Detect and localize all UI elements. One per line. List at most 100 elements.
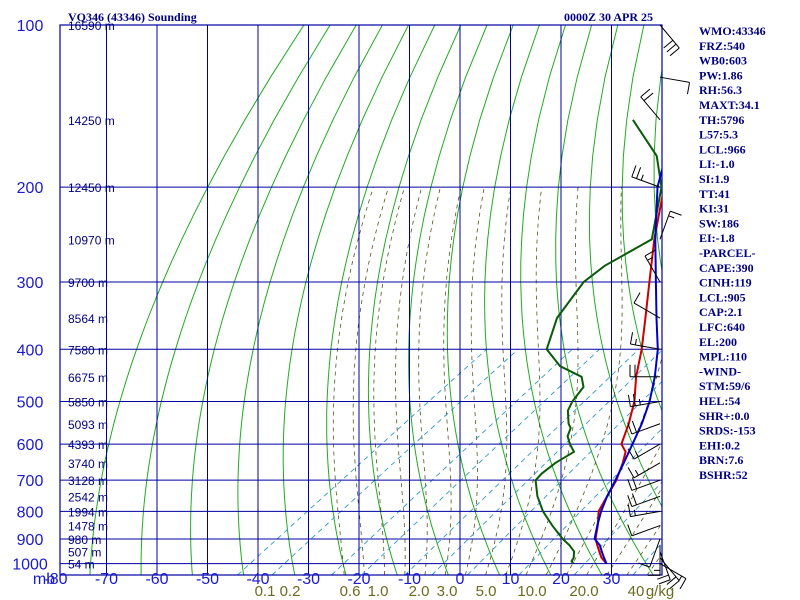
dry-adiabat-line (653, 67, 662, 274)
index-row: EI:-1.8 (699, 231, 735, 245)
index-row: L57:5.3 (699, 128, 738, 142)
index-row: CAPE:390 (699, 261, 754, 275)
wind-barb (627, 504, 661, 518)
mixing-ratio-label: 40 (628, 583, 645, 600)
wind-barb (659, 210, 682, 240)
moist-adiabat-line (373, 186, 405, 575)
height-label: 4393 m (68, 438, 108, 452)
moist-adiabat-line (606, 487, 662, 575)
index-row: BSHR:52 (699, 468, 748, 482)
index-row: TH:5796 (699, 113, 744, 127)
dry-adiabat-line (326, 25, 436, 575)
index-row: HEL:54 (699, 394, 740, 408)
parcel-trace (593, 166, 662, 564)
stability-indices-panel: WMO:43346FRZ:540WB0:603PW:1.86RH:56.3MAX… (699, 24, 766, 482)
height-label: 8564 m (68, 312, 108, 326)
wind-barb (638, 538, 661, 568)
wind-barb (629, 332, 661, 350)
height-label: 1994 m (68, 505, 108, 519)
wind-barb (633, 292, 661, 319)
moist-adiabat-line (505, 187, 543, 575)
pressure-tick-label: 200 (17, 180, 44, 197)
temperature-tick-label: -70 (95, 571, 118, 588)
index-row: FRZ:540 (699, 39, 745, 53)
temperature-tick-label: -30 (297, 571, 320, 588)
moist-adiabat-line (443, 187, 462, 575)
wind-barb (629, 364, 660, 378)
height-label: 10970 m (68, 233, 115, 247)
mixing-ratio-label: 0.6 (340, 583, 361, 600)
temperature-tick-label: -50 (196, 571, 219, 588)
dry-adiabat-line (621, 25, 662, 413)
wind-barbs (627, 24, 691, 590)
index-row: SW:186 (699, 216, 739, 230)
height-label: 12450 m (68, 181, 115, 195)
height-label: 5093 m (68, 418, 108, 432)
wind-barb (648, 545, 661, 576)
mixing-ratio-line (361, 348, 600, 575)
index-row: WB0:603 (699, 54, 747, 68)
height-label: 16590 m (68, 19, 115, 33)
sounding-datetime: 0000Z 30 APR 25 (564, 10, 653, 24)
temperature-tick-label: -20 (347, 571, 370, 588)
index-row: -WIND- (699, 364, 741, 378)
mixing-ratio-line (573, 481, 662, 575)
moist-adiabat-line (352, 186, 389, 575)
moist-adiabat-line (465, 187, 485, 575)
index-row: BRN:7.6 (699, 453, 743, 467)
moist-adiabat-line (332, 186, 374, 575)
height-label: 1478 m (68, 520, 108, 534)
height-label: 7580 m (68, 343, 108, 357)
index-row: MPL:110 (699, 350, 747, 364)
wind-barb (627, 420, 661, 435)
dry-adiabat-line (190, 25, 357, 575)
height-label: 3740 m (68, 457, 108, 471)
index-row: LFC:640 (699, 320, 745, 334)
wind-barb (627, 393, 661, 408)
plot-frame (59, 24, 663, 576)
mixing-ratio-label: 1.0 (368, 583, 389, 600)
dry-adiabat-line (140, 25, 331, 575)
wind-barb (627, 493, 661, 508)
mixing-ratio-line (518, 428, 662, 575)
index-row: EL:200 (699, 335, 737, 349)
moist-adiabat-line (418, 187, 441, 575)
moist-adiabat-line (586, 441, 662, 575)
index-row: RH:56.3 (699, 83, 742, 97)
index-row: CINH:119 (699, 276, 752, 290)
dry-adiabat-line (555, 25, 654, 575)
pressure-tick-label: 600 (17, 437, 44, 454)
dry-adiabat-line (237, 25, 383, 575)
plot-grid (59, 24, 663, 576)
index-row: KI:31 (699, 202, 729, 216)
dry-adiabats (89, 25, 662, 575)
pressure-tick-label: 100 (17, 18, 44, 35)
dry-adiabat-line (588, 25, 662, 508)
temperature-tick-label: -10 (398, 571, 421, 588)
index-row: SHR+:0.0 (699, 409, 750, 423)
moist-adiabat-line (395, 186, 423, 575)
mixing-ratio-label: 3.0 (437, 583, 458, 600)
temperature-tick-label: -60 (145, 571, 168, 588)
mixing-ratio-label: g/kg (646, 583, 674, 600)
index-row: LCL:905 (699, 290, 746, 304)
index-row: STM:59/6 (699, 379, 750, 393)
index-row: -PARCEL- (699, 246, 755, 260)
index-row: LI:-1.0 (699, 157, 735, 171)
mixing-ratio-label: 0.2 (280, 583, 301, 600)
dry-adiabat-line (367, 25, 462, 575)
mixing-ratio-label: 0.1 (255, 583, 276, 600)
mixing-ratio-line (271, 348, 519, 575)
wind-barb (657, 551, 671, 585)
dry-adiabat-line (408, 25, 488, 575)
height-label: 2542 m (68, 490, 108, 504)
pressure-tick-label: 700 (17, 473, 44, 490)
wind-barb (627, 524, 661, 537)
wind-barb (659, 76, 691, 95)
index-row: MAXT:34.1 (699, 98, 760, 112)
mixing-ratio-label: 5.0 (476, 583, 497, 600)
pressure-tick-label: 900 (17, 532, 44, 549)
height-label: 3128 m (68, 474, 108, 488)
